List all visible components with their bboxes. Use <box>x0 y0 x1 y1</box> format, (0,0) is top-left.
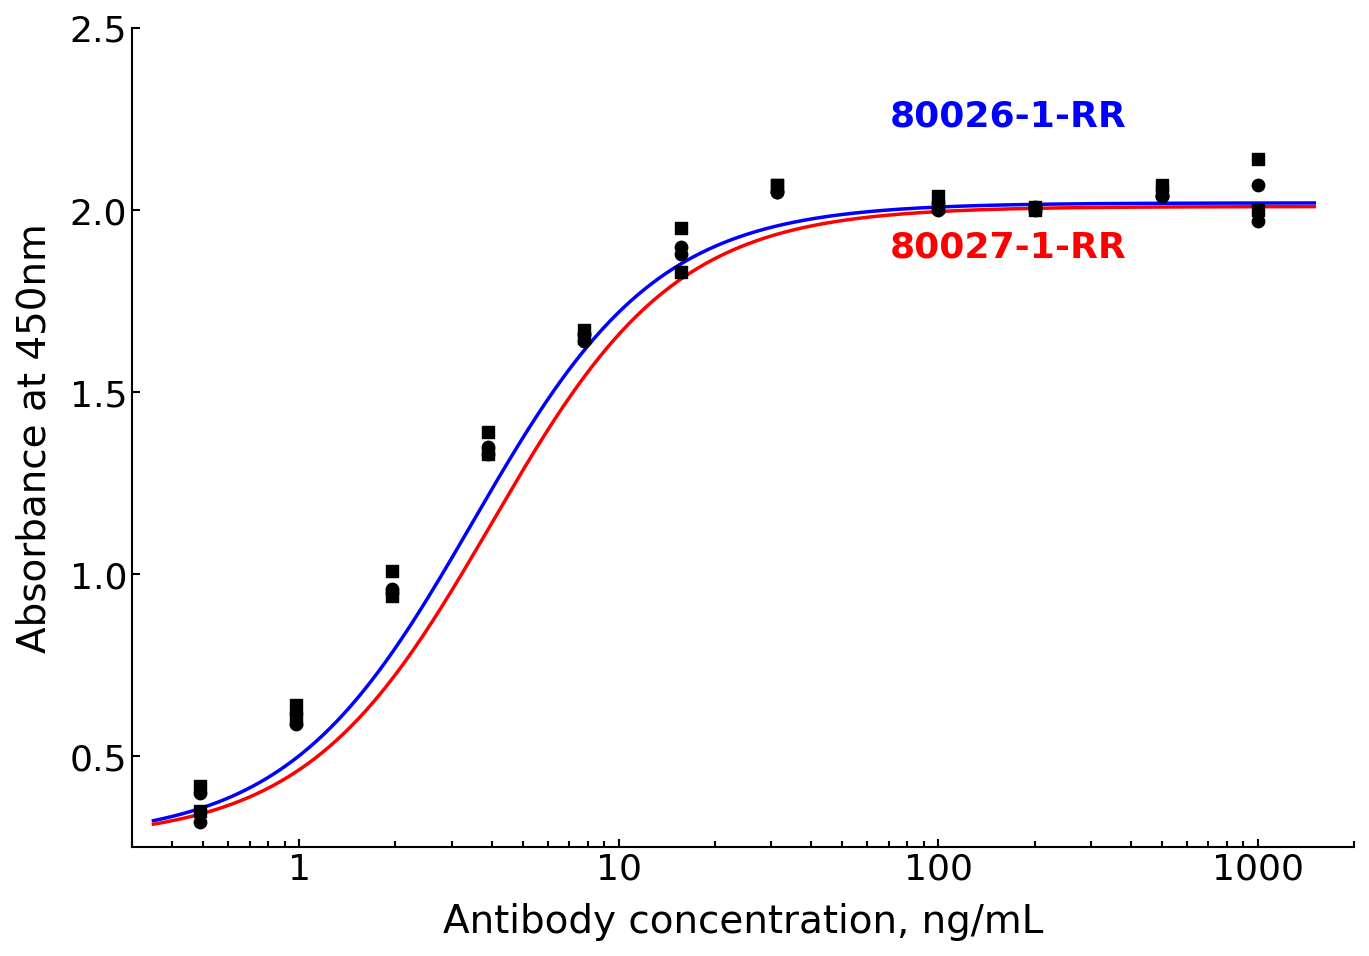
Point <box>1024 203 1046 218</box>
Point <box>285 706 307 721</box>
Point <box>478 440 500 455</box>
Point <box>478 424 500 440</box>
Point <box>478 446 500 462</box>
Text: 80026-1-RR: 80026-1-RR <box>890 99 1127 134</box>
Point <box>189 785 211 800</box>
Point <box>1151 188 1173 204</box>
Point <box>927 203 949 218</box>
Point <box>1024 199 1046 214</box>
Point <box>285 716 307 731</box>
Point <box>669 221 691 236</box>
Point <box>765 185 787 200</box>
Point <box>574 327 596 342</box>
Point <box>765 178 787 193</box>
Point <box>927 196 949 211</box>
Point <box>574 334 596 349</box>
Point <box>285 712 307 728</box>
Point <box>285 698 307 713</box>
Point <box>1247 152 1269 167</box>
Point <box>574 323 596 338</box>
Point <box>1151 178 1173 193</box>
Point <box>927 199 949 214</box>
Point <box>478 446 500 462</box>
Point <box>189 778 211 793</box>
Point <box>381 581 402 597</box>
Point <box>1247 214 1269 229</box>
Text: 80027-1-RR: 80027-1-RR <box>890 230 1127 265</box>
Point <box>381 563 402 578</box>
Point <box>1247 203 1269 218</box>
X-axis label: Antibody concentration, ng/mL: Antibody concentration, ng/mL <box>442 903 1043 941</box>
Point <box>381 589 402 604</box>
Point <box>669 247 691 262</box>
Point <box>1151 188 1173 204</box>
Y-axis label: Absorbance at 450nm: Absorbance at 450nm <box>15 223 53 653</box>
Point <box>1151 185 1173 200</box>
Point <box>189 815 211 830</box>
Point <box>669 265 691 280</box>
Point <box>189 803 211 818</box>
Point <box>669 239 691 254</box>
Point <box>574 330 596 345</box>
Point <box>927 188 949 204</box>
Point <box>1024 199 1046 214</box>
Point <box>1024 203 1046 218</box>
Point <box>381 585 402 600</box>
Point <box>765 185 787 200</box>
Point <box>765 178 787 193</box>
Point <box>1247 178 1269 193</box>
